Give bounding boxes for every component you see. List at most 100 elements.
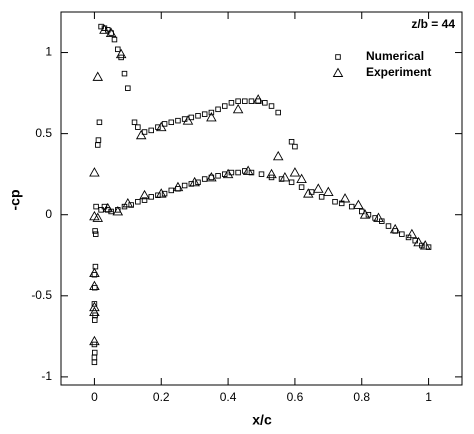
y-tick-label: 0 [45,207,52,221]
annotation: z/b = 44 [411,17,455,31]
triangle-marker [122,197,134,208]
x-tick-label: 0.4 [220,390,237,404]
square-marker [98,207,104,213]
square-marker [148,194,154,200]
square-marker [208,109,215,116]
triangle-marker [373,212,384,222]
square-marker [195,113,201,119]
triangle-marker [89,167,100,177]
square-marker [288,138,295,145]
y-tick-label: 0.5 [35,126,52,140]
square-marker [235,169,241,176]
triangle-marker [289,167,301,177]
square-marker [298,184,305,190]
x-tick-label: 0.2 [153,390,170,404]
square-marker [91,301,98,307]
square-marker [268,103,275,109]
triangle-marker [89,301,100,312]
square-marker [93,231,99,237]
square-marker [258,171,265,177]
triangle-marker [172,181,184,192]
triangle-marker [313,183,324,193]
y-axis-label: -cp [7,190,23,211]
square-marker [175,117,181,124]
square-marker [235,98,241,104]
square-marker [248,98,255,104]
triangle-marker [135,129,147,140]
square-marker [332,198,338,205]
triangle-marker [406,228,418,239]
triangle-marker [155,188,167,198]
square-marker [168,187,175,194]
triangle-marker [232,103,244,114]
square-marker [292,143,298,150]
x-tick-label: 1 [425,390,432,404]
square-marker [275,109,281,116]
triangle-marker [279,171,291,182]
triangle-marker [89,267,100,278]
triangle-marker [206,171,217,182]
square-marker [181,182,188,189]
y-tick-label: -0.5 [31,288,52,302]
triangle-marker [92,212,104,222]
square-marker [92,317,98,323]
square-marker [148,127,154,134]
triangle-marker [222,168,234,179]
square-marker [399,231,405,237]
triangle-marker [155,121,167,132]
triangle-marker [99,24,110,34]
triangle-marker [389,223,401,234]
square-marker [95,137,102,143]
square-marker [92,228,98,234]
square-marker [242,98,248,104]
triangle-marker [189,176,200,187]
triangle-marker [115,48,127,59]
square-marker [262,100,268,106]
square-marker [318,194,325,200]
plot-frame [60,11,463,386]
triangle-marker [105,27,117,38]
square-marker [215,106,221,113]
triangle-marker [303,188,314,198]
square-marker [95,142,101,148]
square-marker [111,36,118,43]
triangle-marker [139,189,150,200]
triangle-marker [359,209,371,219]
x-tick-label: 0.8 [353,390,370,404]
square-marker [201,111,208,117]
triangle-marker [242,165,254,175]
square-marker [228,100,235,106]
square-marker [115,46,121,53]
square-marker [91,359,98,366]
square-marker [135,124,141,130]
square-marker [288,179,295,186]
triangle-marker [252,94,264,104]
square-marker [93,203,99,210]
triangle-marker [272,150,284,161]
square-marker [92,263,99,270]
x-axis-label: x/c [252,412,272,428]
square-marker [201,176,208,182]
square-marker [221,103,228,109]
square-marker [91,354,98,361]
triangle-marker [323,186,334,196]
square-marker [96,119,103,126]
square-marker [168,119,175,126]
triangle-marker [332,67,344,77]
square-marker [131,119,138,126]
legend-label: Numerical [366,49,424,63]
y-tick-label: 1 [45,45,52,59]
triangle-marker [112,206,124,216]
triangle-marker [89,335,100,346]
square-marker [92,349,98,356]
triangle-marker [182,115,194,125]
triangle-marker [296,173,307,183]
legend-label: Experiment [366,65,431,79]
triangle-marker [89,280,100,291]
triangle-marker [413,236,424,247]
y-tick-label: -1 [41,369,52,383]
square-marker [335,54,341,60]
square-marker [135,198,141,205]
square-marker [338,200,345,207]
triangle-marker [266,168,277,179]
